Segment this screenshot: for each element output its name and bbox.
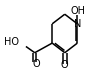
Text: N: N xyxy=(74,19,81,29)
Text: OH: OH xyxy=(71,6,86,16)
Text: O: O xyxy=(32,59,40,69)
Text: O: O xyxy=(61,60,69,70)
Text: HO: HO xyxy=(4,37,19,47)
